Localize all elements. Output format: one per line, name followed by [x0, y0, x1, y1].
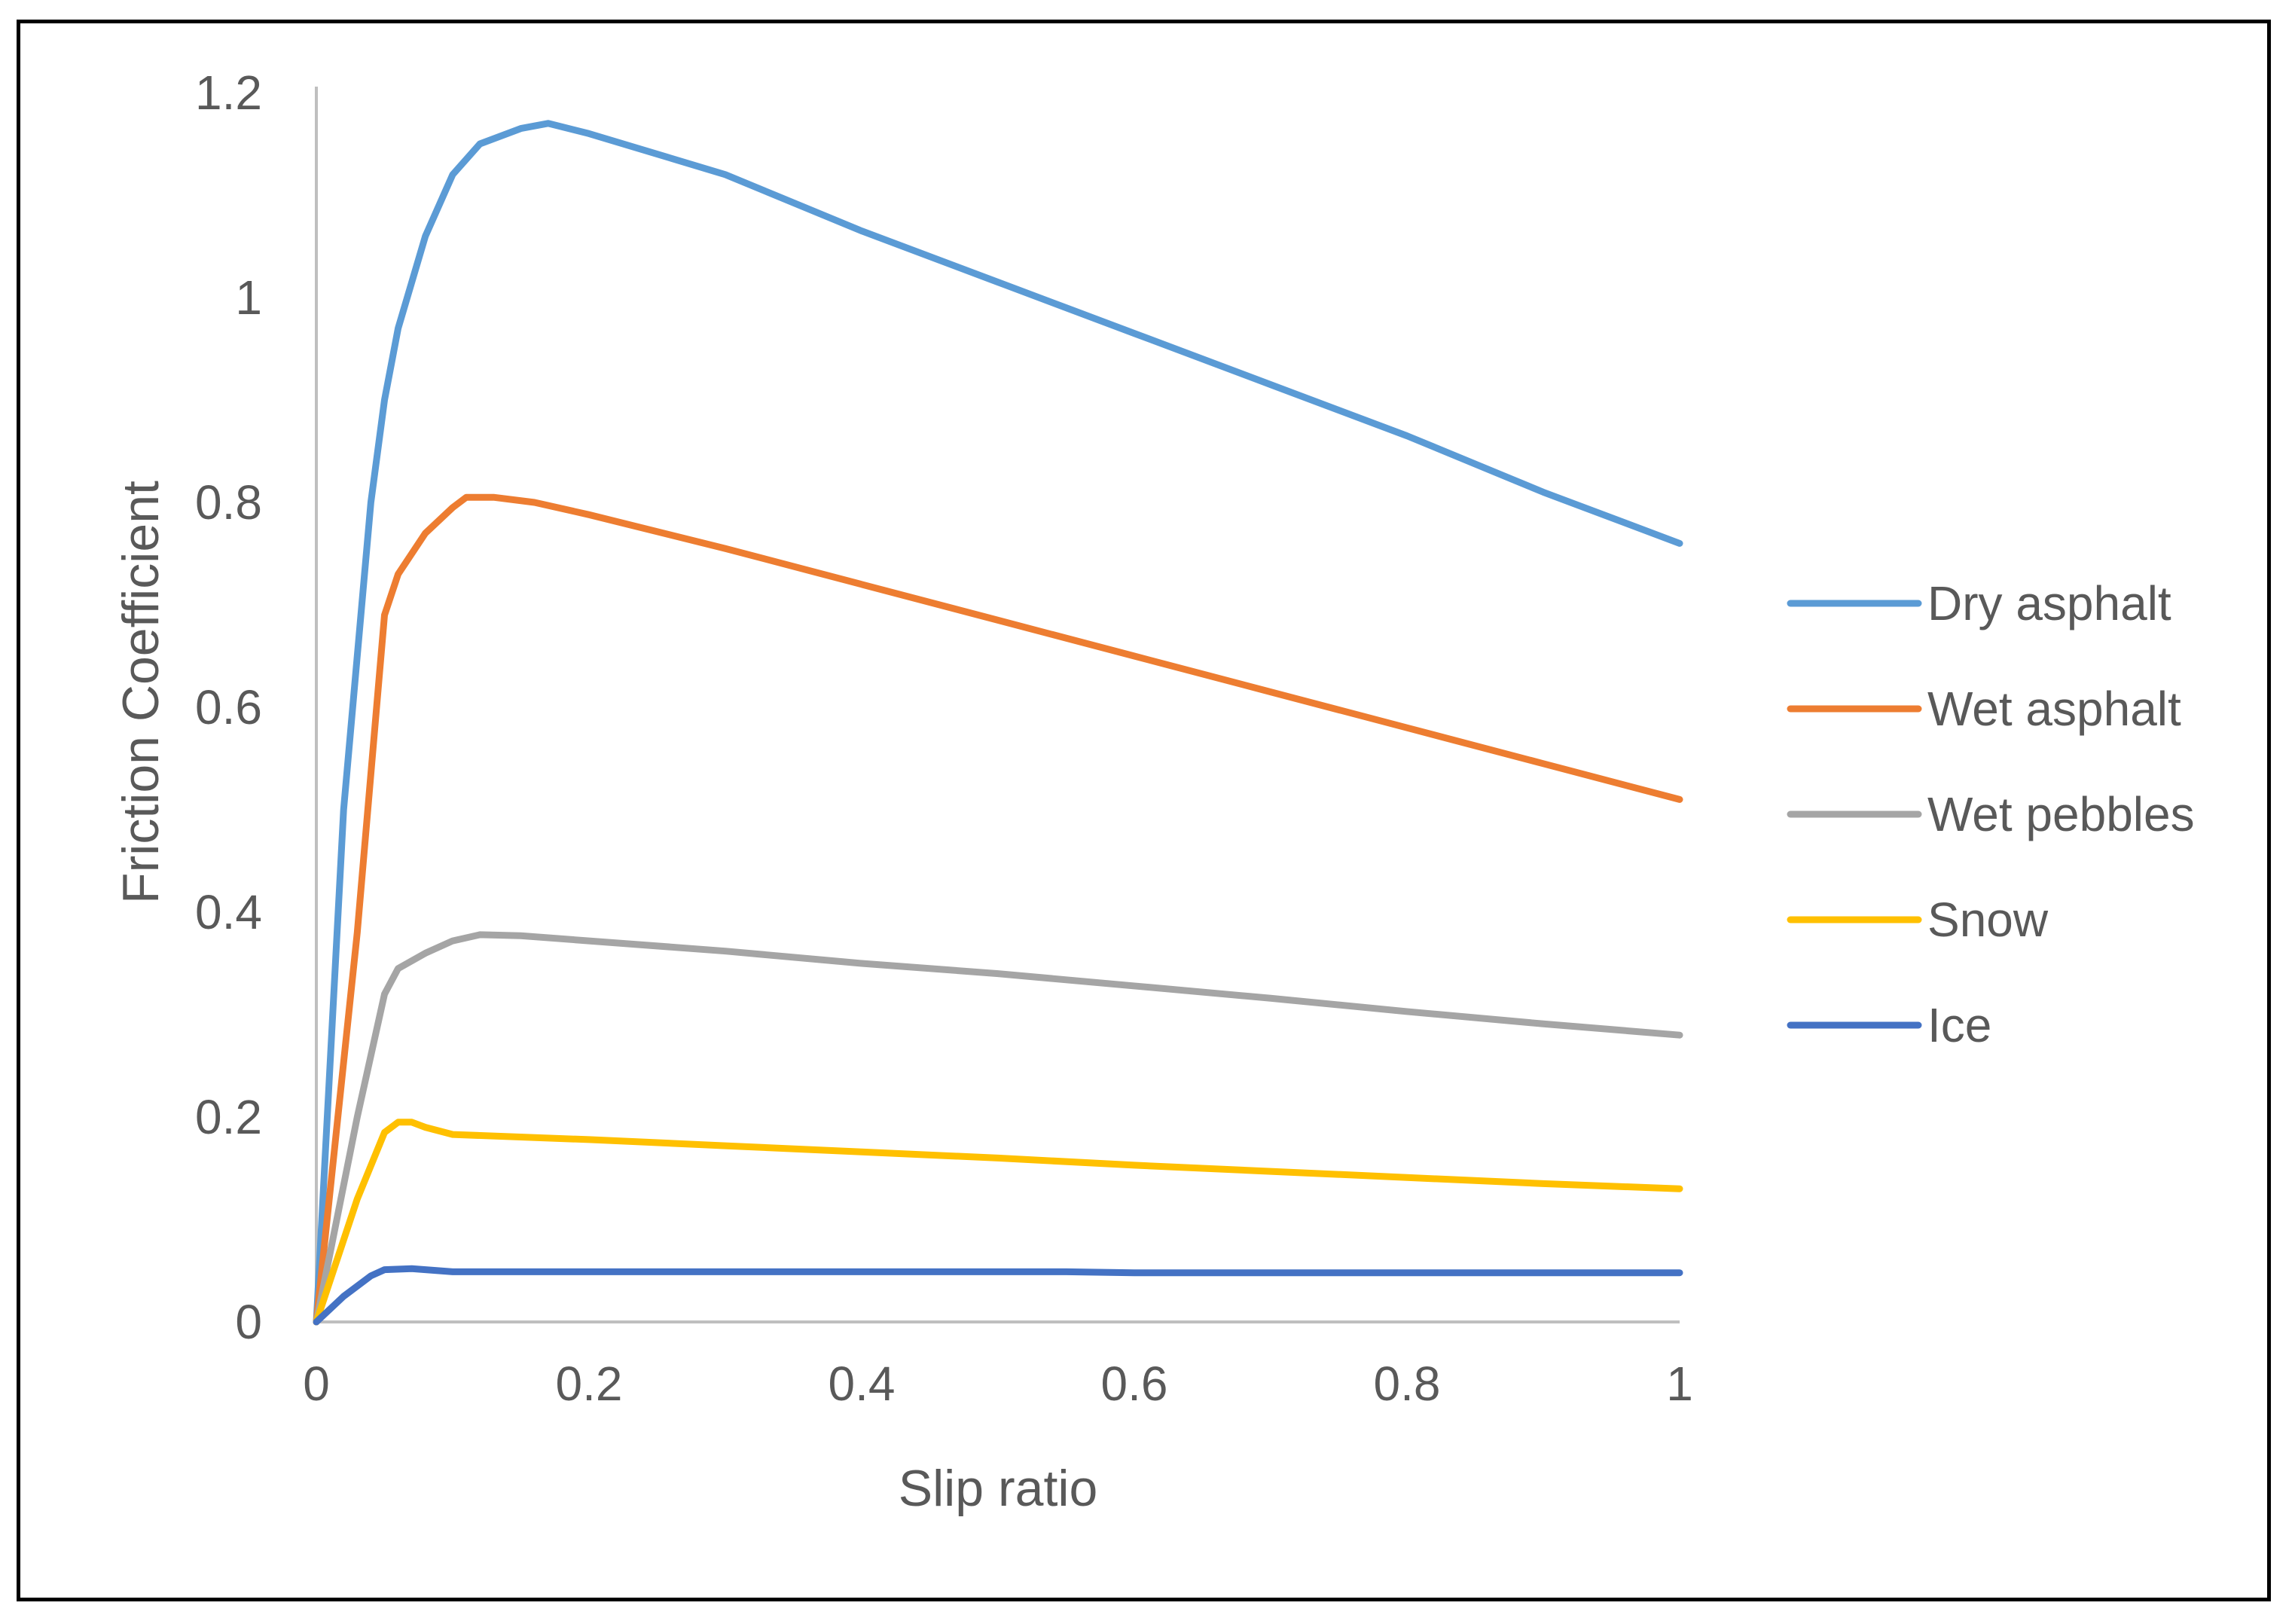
chart-frame: 0 0.2 0.4 0.6 0.8 1 0 0.2 0.4 0.6 0.8 1 1.2 Slip ra…	[17, 20, 2271, 1601]
y-tick-label: 0.6	[195, 680, 262, 734]
y-tick-label: 0.4	[195, 885, 262, 939]
x-tick-label: 0	[303, 1357, 330, 1411]
x-axis-title: Slip ratio	[899, 1460, 1098, 1517]
x-tick-label: 0.4	[829, 1357, 896, 1411]
series-line-wet-pebbles	[313, 931, 1683, 1326]
legend-label: Wet asphalt	[1927, 682, 2181, 736]
axes	[315, 87, 1680, 1323]
legend-label: Dry asphalt	[1927, 576, 2171, 630]
series-line-wet-asphalt	[313, 493, 1683, 1326]
x-tick-label: 0.8	[1374, 1357, 1441, 1411]
series-line-ice	[313, 1265, 1683, 1326]
y-tick-label: 1.2	[195, 66, 262, 120]
x-tick-label: 0.2	[556, 1357, 623, 1411]
legend-item: Wet pebbles	[1787, 787, 2195, 841]
x-tick-label: 1	[1666, 1357, 1693, 1411]
y-tick-label: 0	[235, 1295, 262, 1349]
x-tick-label: 0.6	[1101, 1357, 1168, 1411]
legend-label: Snow	[1927, 893, 2049, 947]
x-tick-labels: 0 0.2 0.4 0.6 0.8 1	[303, 1357, 1693, 1411]
y-tick-label: 1	[235, 270, 262, 325]
legend-item: Dry asphalt	[1787, 576, 2171, 630]
legend-label: Ice	[1927, 998, 1991, 1052]
series-line-dry-asphalt	[313, 120, 1683, 1326]
line-chart: 0 0.2 0.4 0.6 0.8 1 0 0.2 0.4 0.6 0.8 1 1.2 Slip ra…	[112, 66, 2195, 1517]
legend: Dry asphalt Wet asphalt Wet pebbles Snow Ice	[1787, 576, 2195, 1052]
series-lines	[313, 120, 1683, 1326]
y-tick-label: 0.8	[195, 475, 262, 530]
legend-item: Ice	[1787, 998, 1991, 1052]
y-tick-label: 0.2	[195, 1090, 262, 1144]
legend-item: Wet asphalt	[1787, 682, 2181, 736]
y-tick-labels: 0 0.2 0.4 0.6 0.8 1 1.2	[195, 66, 262, 1349]
series-line-snow	[313, 1119, 1683, 1326]
legend-item: Snow	[1787, 893, 2049, 947]
legend-label: Wet pebbles	[1927, 787, 2195, 841]
y-axis-title: Friction Coefficient	[112, 481, 169, 904]
